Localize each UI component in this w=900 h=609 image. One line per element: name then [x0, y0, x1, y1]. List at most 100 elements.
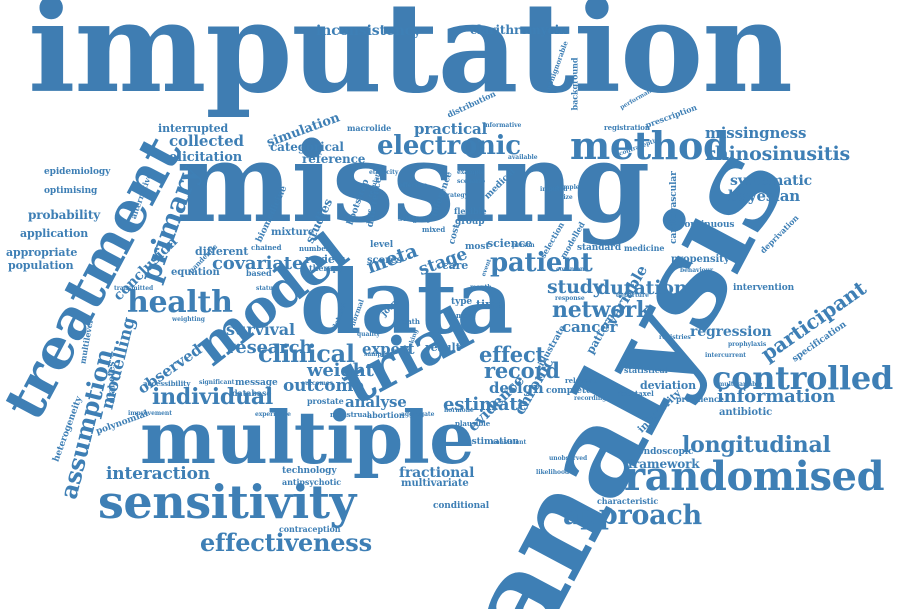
- word-quality: quality: [357, 331, 380, 338]
- word-practical: practical: [414, 120, 488, 138]
- word-population: population: [8, 259, 74, 272]
- word-medicine: medicine: [624, 243, 665, 253]
- word-type: type: [451, 297, 473, 307]
- word-menstrual: menstrual: [330, 410, 370, 419]
- word-size: size: [560, 194, 573, 201]
- word-available: available: [508, 154, 538, 161]
- word-covariate: covariate: [212, 253, 304, 274]
- word-significant: significant: [199, 379, 235, 386]
- word-rhinosinusitis: rhinosinusitis: [705, 143, 851, 165]
- word-surgery: surgery: [398, 213, 432, 223]
- word-mixture: mixture: [271, 227, 315, 238]
- word-sensitivity: sensitivity: [98, 475, 356, 529]
- word-interrupted: interrupted: [158, 122, 229, 135]
- word-accessibility: accessibility: [143, 379, 191, 388]
- word-equation: equation: [171, 267, 220, 278]
- word-regression: regression: [690, 324, 772, 340]
- word-multiple: multiple: [140, 395, 475, 480]
- word-data: data: [300, 250, 514, 354]
- word-improvement: improvement: [128, 410, 172, 417]
- word-study: study: [547, 276, 604, 298]
- word-month: month: [470, 284, 492, 291]
- word-transmitted: transmitted: [114, 285, 154, 292]
- word-survival: survival: [226, 320, 295, 339]
- word-clinical: clinical: [258, 339, 355, 368]
- word-level: level: [370, 240, 394, 250]
- word-imputed: imputed: [540, 186, 568, 193]
- word-randomised: randomised: [624, 453, 885, 500]
- word-death: death: [398, 317, 420, 326]
- word-aggregate: aggregate: [401, 411, 435, 418]
- word-controlled: controlled: [712, 359, 893, 397]
- word-systematic: systematic: [730, 173, 813, 189]
- word-framework: framework: [628, 457, 700, 471]
- word-response: response: [555, 295, 585, 302]
- word-effective: effective: [399, 182, 428, 189]
- word-intervention: intervention: [733, 283, 795, 293]
- word-optimising: optimising: [44, 186, 98, 196]
- word-electronic: electronic: [377, 131, 521, 161]
- word-flexible: flexible: [454, 206, 487, 216]
- word-prostate: prostate: [307, 396, 344, 406]
- word-macrolide: macrolide: [347, 123, 392, 133]
- word-time: time: [476, 298, 504, 311]
- word-standard: standard: [577, 243, 622, 253]
- word-result: result: [425, 341, 461, 354]
- word-statistical: statistical: [624, 365, 668, 375]
- word-individual: individual: [152, 384, 274, 410]
- word-scores: scores: [367, 255, 403, 266]
- word-probability: probability: [28, 208, 101, 222]
- word-abortion: abortion: [367, 410, 405, 420]
- word-information: information: [717, 386, 836, 407]
- word-epidemiology: epidemiology: [44, 167, 111, 177]
- word-common: common: [556, 266, 585, 273]
- word-weight: weight: [307, 360, 374, 381]
- word-care: care: [442, 259, 469, 272]
- word-antibiotic: antibiotic: [719, 407, 773, 418]
- word-intercurrent: intercurrent: [705, 352, 746, 359]
- word-group: group: [455, 217, 485, 227]
- word-experience: experience: [255, 411, 291, 418]
- word-record: record: [484, 358, 560, 383]
- word-characteristic: characteristic: [597, 496, 659, 506]
- word-example: example: [457, 169, 485, 176]
- word-behaviour: behaviour: [680, 267, 714, 274]
- word-reference: reference: [302, 152, 366, 166]
- word-docetaxel: docetaxel: [617, 389, 654, 398]
- word-clarithromycin: clarithromycin: [470, 23, 568, 37]
- word-sampling: sampling: [364, 351, 395, 358]
- word-inconsistency: inconsistency: [316, 23, 422, 39]
- word-recording: recording: [574, 395, 607, 402]
- word-approach: approach: [563, 500, 702, 531]
- word-imputation: imputation: [28, 0, 793, 121]
- word-categorical: categorical: [270, 140, 344, 154]
- word-analyse: analyse: [345, 393, 407, 411]
- word-likelihood: likelihood: [536, 469, 570, 476]
- word-informative: informative: [483, 122, 522, 129]
- word-cancer: cancer: [562, 318, 618, 336]
- word-health: health: [127, 285, 233, 320]
- word-network: network: [552, 297, 652, 323]
- word-bayesian: bayesian: [728, 187, 801, 205]
- word-continuous: continuous: [679, 220, 735, 230]
- word-cardiovascular: cardiovascular: [668, 171, 679, 244]
- word-sample: sample: [556, 184, 580, 191]
- word-prevalence: prevalence: [676, 394, 724, 404]
- word-ethnicity: ethnicity: [369, 169, 399, 176]
- word-unobserved: unobserved: [549, 455, 588, 462]
- word-collected: collected: [169, 132, 244, 150]
- word-patient: patient: [490, 248, 593, 278]
- word-registration: registration: [604, 123, 650, 132]
- word-conditional: conditional: [433, 501, 490, 511]
- word-message: message: [235, 378, 278, 388]
- word-chained: chained: [251, 243, 282, 252]
- word-expert: expert: [362, 340, 415, 358]
- word-multivariable: multivariable: [718, 381, 763, 388]
- word-technology: technology: [282, 466, 337, 476]
- word-outcomes: outcomes: [301, 380, 333, 387]
- word-estimate: estimate: [443, 394, 529, 415]
- word-background: background: [569, 57, 580, 111]
- word-missingness: missingness: [705, 124, 807, 142]
- word-plausible: plausible: [455, 419, 491, 428]
